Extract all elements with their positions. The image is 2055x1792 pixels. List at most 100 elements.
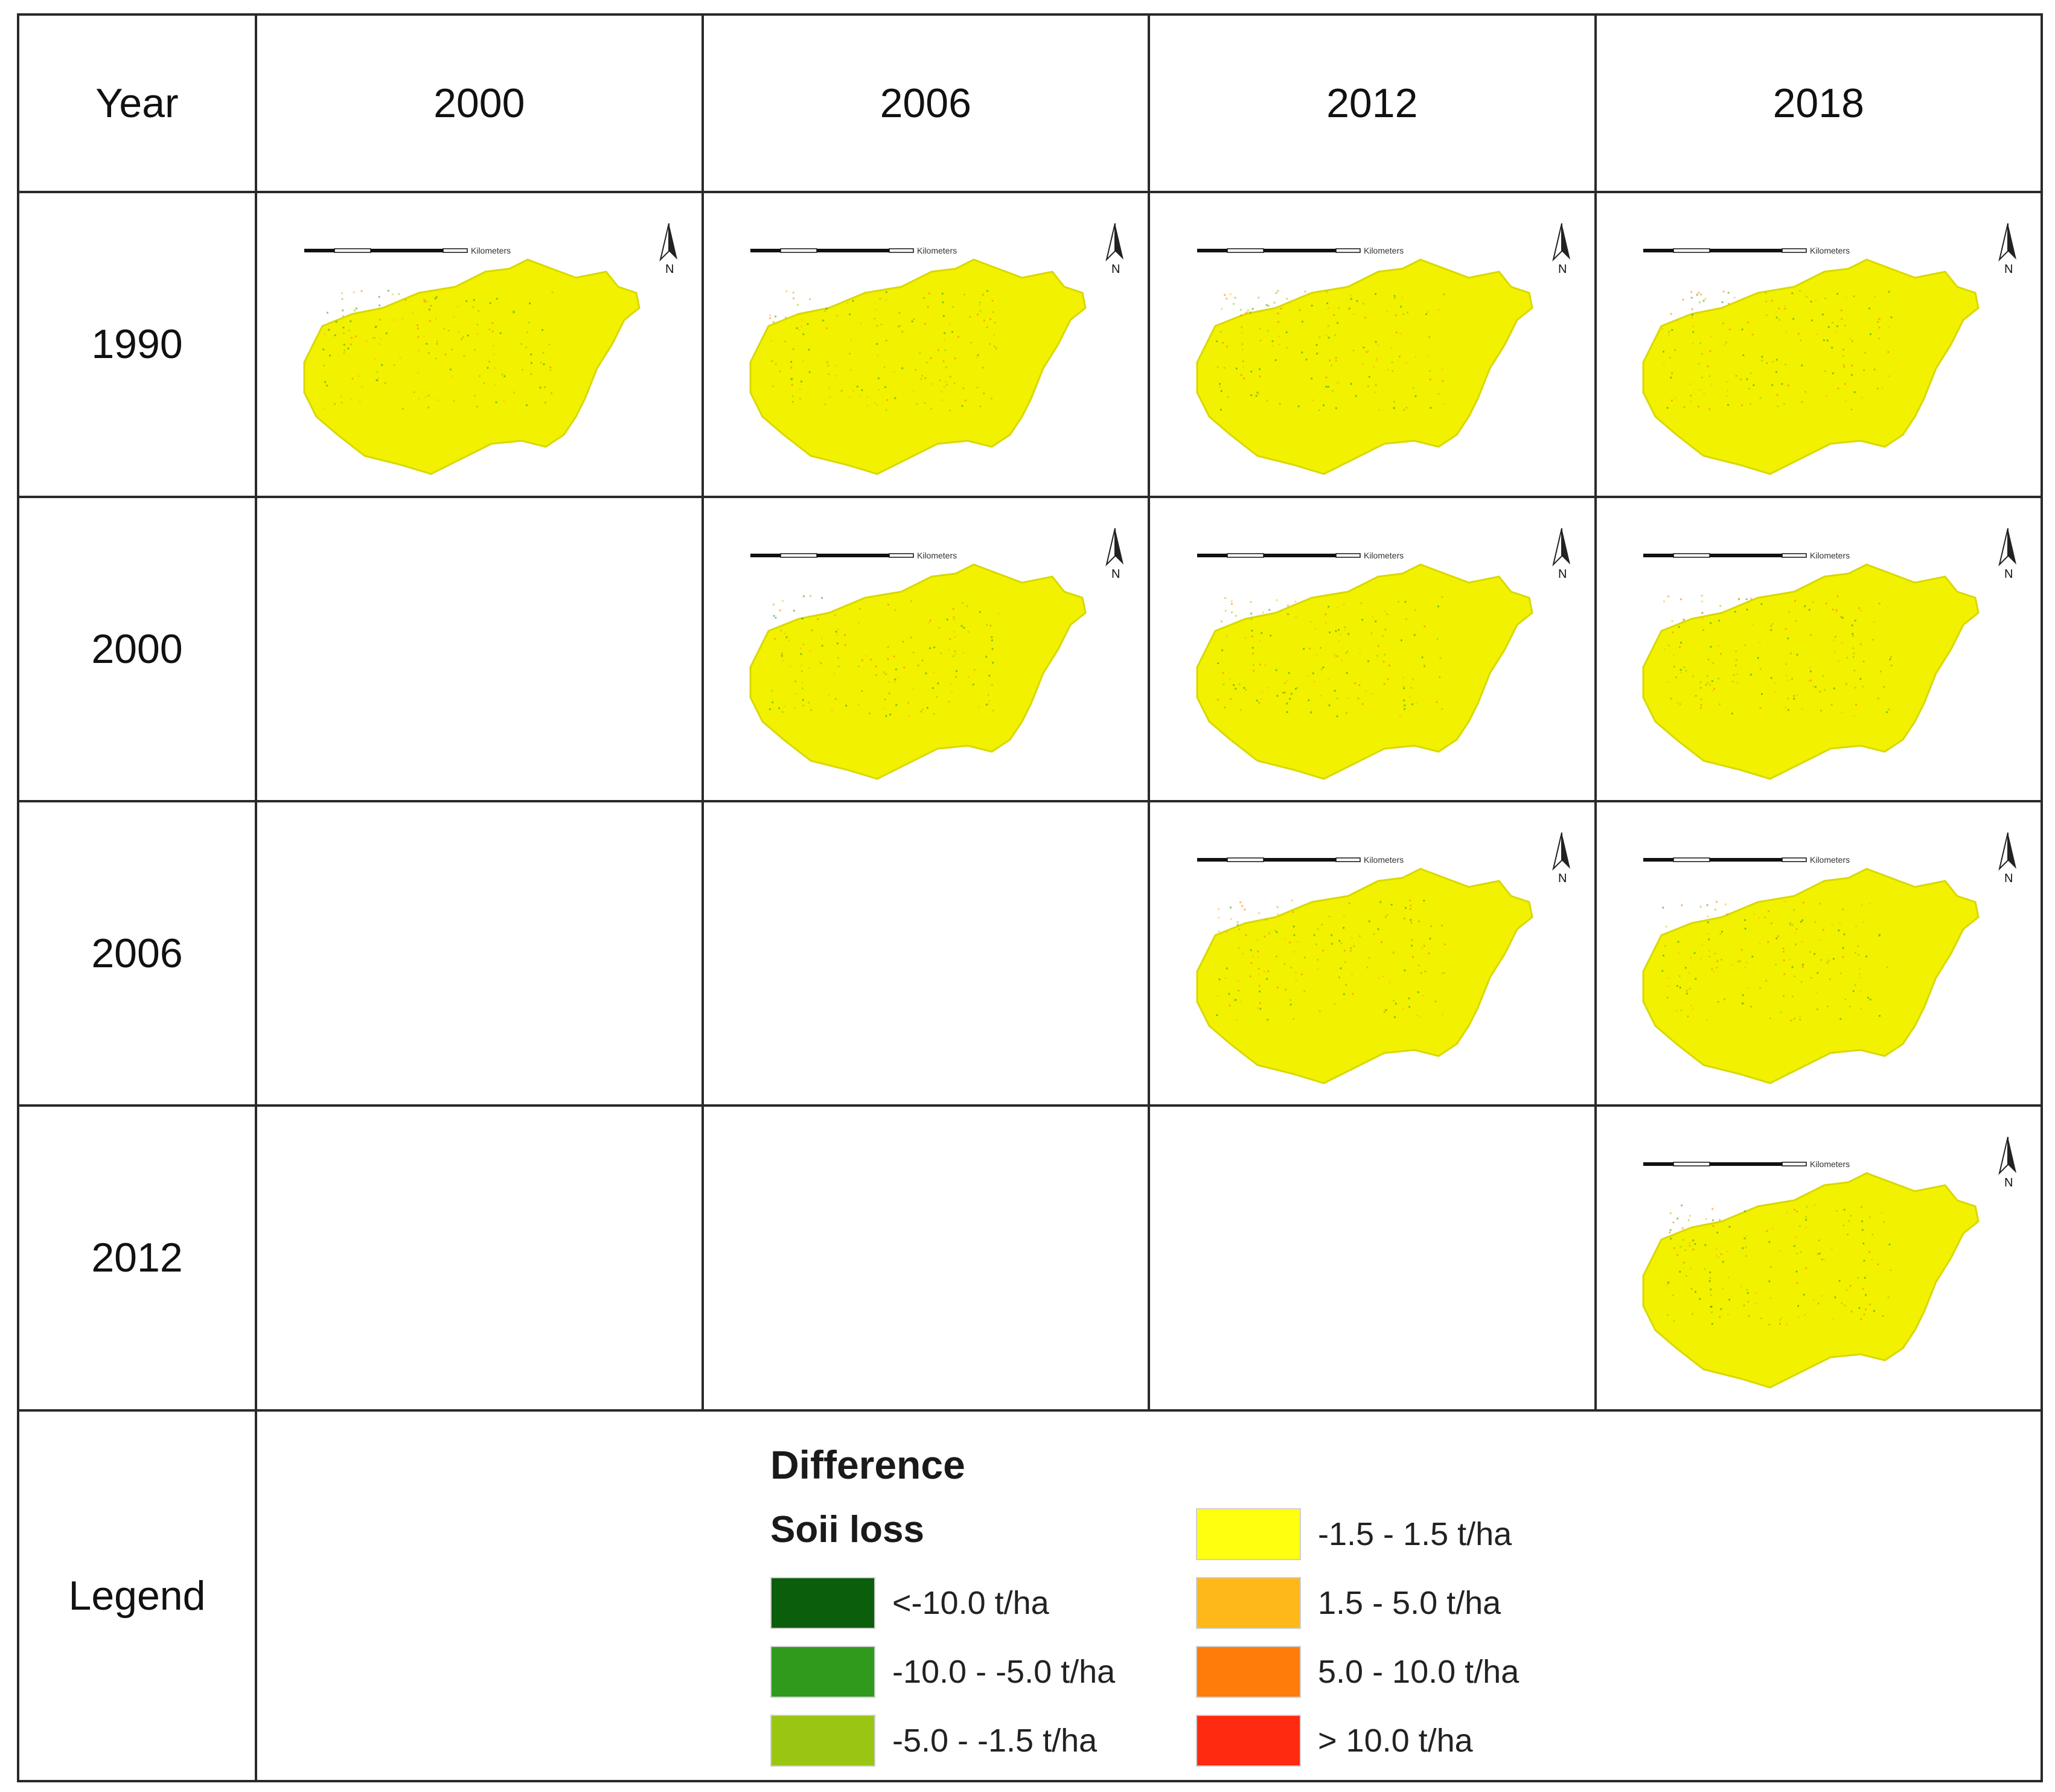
legend-swatch xyxy=(770,1714,875,1767)
legend-item-label: <-10.0 t/ha xyxy=(892,1584,1049,1621)
north-arrow-icon: N xyxy=(1552,528,1570,581)
row-2006: 2006 Kilometers N Kilometers N xyxy=(17,799,2043,1107)
row-label-2006: 2006 xyxy=(91,930,183,977)
row-label-2000: 2000 xyxy=(91,626,183,672)
map-cell: Kilometers N xyxy=(701,191,1150,498)
difference-speckles xyxy=(1663,594,1893,717)
legend-row: Legend Difference Soii loss <-10.0 t/ha … xyxy=(17,1409,2043,1783)
country-shape xyxy=(1642,868,1980,1084)
soil-loss-difference-map: Kilometers N xyxy=(1642,223,2017,475)
difference-speckles xyxy=(1215,899,1446,1021)
legend-item: -1.5 - 1.5 t/ha xyxy=(1196,1507,1512,1561)
soil-loss-difference-map: Kilometers N xyxy=(1196,223,1570,475)
scale-unit-label: Kilometers xyxy=(1364,551,1404,560)
scale-bar: Kilometers xyxy=(1197,855,1404,865)
map-cell xyxy=(1148,1104,1597,1412)
row-header: 2006 xyxy=(17,799,257,1107)
legend-item-label: -10.0 - -5.0 t/ha xyxy=(892,1653,1116,1690)
scale-unit-label: Kilometers xyxy=(471,246,511,255)
north-label: N xyxy=(2004,872,2013,885)
north-arrow-icon: N xyxy=(1998,1137,2017,1189)
column-header: 2006 xyxy=(701,13,1150,194)
difference-speckles xyxy=(1216,595,1443,717)
north-label: N xyxy=(2004,263,2013,276)
column-label-2018: 2018 xyxy=(1772,80,1864,127)
north-label: N xyxy=(1111,263,1120,276)
column-header: 2012 xyxy=(1148,13,1597,194)
scale-unit-label: Kilometers xyxy=(1364,855,1404,865)
country-shape xyxy=(749,258,1087,475)
scale-bar: Kilometers xyxy=(750,246,957,255)
map-cell xyxy=(255,1104,704,1412)
legend-swatch xyxy=(770,1645,875,1698)
map-cell: Kilometers N xyxy=(1594,1104,2043,1412)
north-label: N xyxy=(2004,568,2013,581)
soil-loss-difference-map: Kilometers N xyxy=(1642,832,2017,1084)
legend-cell: Difference Soii loss <-10.0 t/ha -10.0 -… xyxy=(255,1409,2043,1783)
legend-item: 5.0 - 10.0 t/ha xyxy=(1196,1645,1519,1699)
soil-loss-difference-map: Kilometers N xyxy=(749,528,1124,780)
map-cell: Kilometers N xyxy=(1594,799,2043,1107)
soil-loss-difference-map: Kilometers N xyxy=(1642,528,2017,780)
map-cell: Kilometers N xyxy=(1148,495,1597,802)
legend-item-label: -1.5 - 1.5 t/ha xyxy=(1318,1515,1512,1552)
scale-bar: Kilometers xyxy=(750,551,957,560)
row-label-2012: 2012 xyxy=(91,1235,183,1281)
north-label: N xyxy=(1111,568,1120,581)
map-cell: Kilometers N xyxy=(1594,191,2043,498)
scale-bar: Kilometers xyxy=(304,246,511,255)
soil-loss-difference-map: Kilometers N xyxy=(1196,528,1570,780)
row-2012: 2012 Kilometers N xyxy=(17,1104,2043,1412)
scale-bar: Kilometers xyxy=(1643,551,1850,560)
comparison-table: Year 2000 2006 2012 2018 1990 Kilometers… xyxy=(17,13,2043,1783)
difference-speckles xyxy=(769,290,997,412)
north-arrow-icon: N xyxy=(659,223,677,276)
soil-loss-difference-map: Kilometers N xyxy=(1196,832,1570,1084)
difference-speckles xyxy=(322,290,554,411)
map-cell: Kilometers N xyxy=(255,191,704,498)
north-arrow-icon: N xyxy=(1998,528,2017,581)
row-label-1990: 1990 xyxy=(91,321,183,368)
north-label: N xyxy=(1558,568,1567,581)
north-label: N xyxy=(665,263,674,276)
legend-item: -5.0 - -1.5 t/ha xyxy=(770,1714,1097,1768)
header-row: Year 2000 2006 2012 2018 xyxy=(17,13,2043,194)
legend-swatch xyxy=(1196,1508,1301,1560)
legend-item-label: > 10.0 t/ha xyxy=(1318,1722,1473,1759)
map-cell xyxy=(701,1104,1150,1412)
scale-bar: Kilometers xyxy=(1197,551,1404,560)
country-shape xyxy=(1642,258,1980,475)
comparison-grid: Year 2000 2006 2012 2018 1990 Kilometers… xyxy=(17,13,2043,1783)
legend-swatch xyxy=(1196,1714,1301,1767)
map-cell: Kilometers N xyxy=(701,495,1150,802)
north-label: N xyxy=(1558,872,1567,885)
north-arrow-icon: N xyxy=(1105,528,1124,581)
legend-item: 1.5 - 5.0 t/ha xyxy=(1196,1576,1501,1630)
legend-item-label: 5.0 - 10.0 t/ha xyxy=(1318,1653,1520,1690)
row-header: 2012 xyxy=(17,1104,257,1412)
soil-loss-difference-map: Kilometers N xyxy=(1642,1137,2017,1389)
scale-bar: Kilometers xyxy=(1643,1159,1850,1169)
country-shape xyxy=(1196,258,1533,475)
column-header: 2000 xyxy=(255,13,704,194)
country-shape xyxy=(749,563,1087,780)
map-cell xyxy=(701,799,1150,1107)
country-shape xyxy=(1642,1172,1980,1389)
legend-swatch xyxy=(1196,1645,1301,1698)
north-arrow-icon: N xyxy=(1998,832,2017,885)
scale-unit-label: Kilometers xyxy=(1810,855,1850,865)
difference-speckles xyxy=(1666,1204,1892,1326)
difference-speckles xyxy=(1215,290,1445,412)
row-header: 1990 xyxy=(17,191,257,498)
scale-unit-label: Kilometers xyxy=(1364,246,1404,255)
scale-bar: Kilometers xyxy=(1197,246,1404,255)
north-label: N xyxy=(2004,1176,2013,1189)
legend-swatch xyxy=(770,1576,875,1629)
map-cell: Kilometers N xyxy=(1594,495,2043,802)
country-shape xyxy=(303,258,641,475)
map-cell xyxy=(255,799,704,1107)
difference-speckles xyxy=(1661,290,1893,411)
scale-unit-label: Kilometers xyxy=(1810,551,1850,560)
legend-row-label: Legend xyxy=(68,1572,206,1619)
row-1990: 1990 Kilometers N Kilometers N Kilometers N… xyxy=(17,191,2043,498)
